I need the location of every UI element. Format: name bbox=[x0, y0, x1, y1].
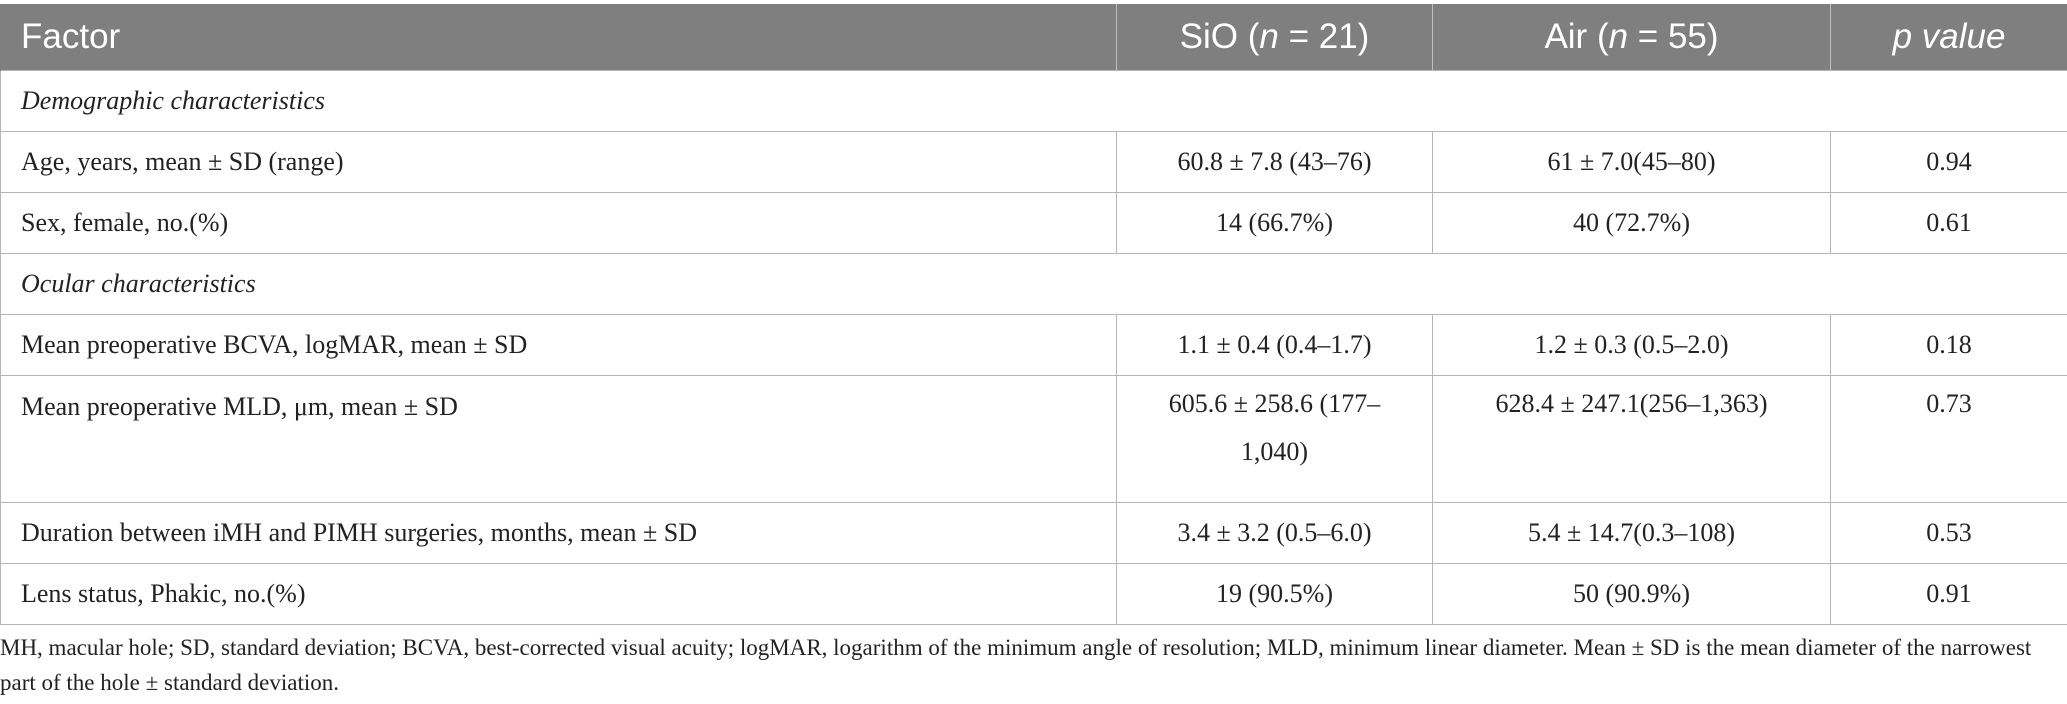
section-label: Demographic characteristics bbox=[0, 70, 2067, 132]
factor-cell: Age, years, mean ± SD (range) bbox=[0, 131, 1117, 193]
table-footnote: MH, macular hole; SD, standard deviation… bbox=[0, 635, 2032, 695]
factor-cell: Duration between iMH and PIMH surgeries,… bbox=[0, 502, 1117, 564]
sio-cell: 60.8 ± 7.8 (43–76) bbox=[1116, 131, 1433, 193]
header-air: Air (n = 55) bbox=[1432, 4, 1831, 71]
air-cell: 40 (72.7%) bbox=[1432, 192, 1831, 254]
factor-cell: Lens status, Phakic, no.(%) bbox=[0, 563, 1117, 625]
header-sio: SiO (n = 21) bbox=[1116, 4, 1433, 71]
p-value-cell: 0.73 bbox=[1830, 375, 2067, 503]
section-row-ocular: Ocular characteristics bbox=[0, 253, 2067, 315]
factor-cell: Sex, female, no.(%) bbox=[0, 192, 1117, 254]
data-table-container: Factor SiO (n = 21) Air (n = 55) p value… bbox=[0, 4, 2067, 625]
p-value-cell: 0.53 bbox=[1830, 502, 2067, 564]
header-factor: Factor bbox=[0, 4, 1117, 71]
factor-cell: Mean preoperative BCVA, logMAR, mean ± S… bbox=[0, 314, 1117, 376]
sio-cell: 14 (66.7%) bbox=[1116, 192, 1433, 254]
table-row: Lens status, Phakic, no.(%) 19 (90.5%) 5… bbox=[0, 563, 2067, 625]
characteristics-table: Factor SiO (n = 21) Air (n = 55) p value… bbox=[0, 4, 2067, 625]
table-row: Duration between iMH and PIMH surgeries,… bbox=[0, 502, 2067, 564]
table-row: Mean preoperative BCVA, logMAR, mean ± S… bbox=[0, 314, 2067, 376]
air-cell: 50 (90.9%) bbox=[1432, 563, 1831, 625]
sio-cell-line2: 1,040) bbox=[1240, 437, 1309, 466]
factor-cell: Mean preoperative MLD, μm, mean ± SD bbox=[0, 375, 1117, 503]
sio-cell-line1: 605.6 ± 258.6 (177– bbox=[1168, 389, 1381, 418]
sio-cell: 605.6 ± 258.6 (177– 1,040) bbox=[1116, 375, 1433, 503]
sio-cell: 3.4 ± 3.2 (0.5–6.0) bbox=[1116, 502, 1433, 564]
section-label: Ocular characteristics bbox=[0, 253, 2067, 315]
air-cell: 628.4 ± 247.1(256–1,363) bbox=[1432, 375, 1831, 503]
header-p-value: p value bbox=[1830, 4, 2067, 71]
air-cell: 5.4 ± 14.7(0.3–108) bbox=[1432, 502, 1831, 564]
p-value-cell: 0.18 bbox=[1830, 314, 2067, 376]
table-header-row: Factor SiO (n = 21) Air (n = 55) p value bbox=[0, 4, 2067, 71]
sio-cell: 19 (90.5%) bbox=[1116, 563, 1433, 625]
sio-cell: 1.1 ± 0.4 (0.4–1.7) bbox=[1116, 314, 1433, 376]
air-cell: 1.2 ± 0.3 (0.5–2.0) bbox=[1432, 314, 1831, 376]
p-value-cell: 0.61 bbox=[1830, 192, 2067, 254]
table-row: Mean preoperative MLD, μm, mean ± SD 605… bbox=[0, 375, 2067, 503]
air-cell: 61 ± 7.0(45–80) bbox=[1432, 131, 1831, 193]
table-row: Age, years, mean ± SD (range) 60.8 ± 7.8… bbox=[0, 131, 2067, 193]
p-value-cell: 0.91 bbox=[1830, 563, 2067, 625]
section-row-demographic: Demographic characteristics bbox=[0, 70, 2067, 132]
table-row: Sex, female, no.(%) 14 (66.7%) 40 (72.7%… bbox=[0, 192, 2067, 254]
p-value-cell: 0.94 bbox=[1830, 131, 2067, 193]
